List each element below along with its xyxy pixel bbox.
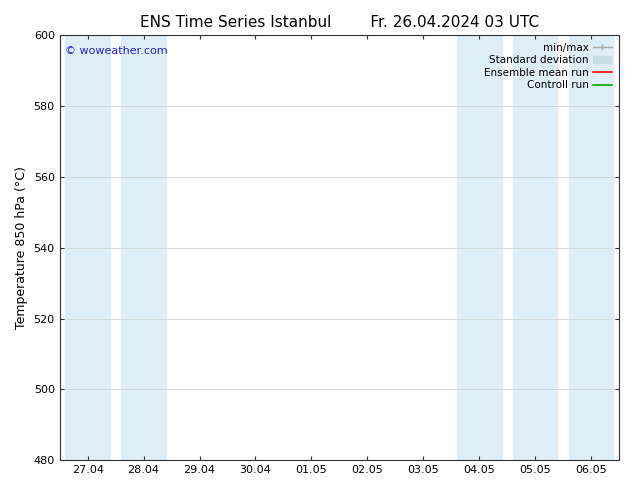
Bar [513, 35, 557, 460]
Title: ENS Time Series Istanbul        Fr. 26.04.2024 03 UTC: ENS Time Series Istanbul Fr. 26.04.2024 … [139, 15, 539, 30]
Text: © woweather.com: © woweather.com [65, 46, 168, 56]
Bar [65, 35, 110, 460]
Bar [456, 35, 501, 460]
Legend: min/max, Standard deviation, Ensemble mean run, Controll run: min/max, Standard deviation, Ensemble me… [482, 41, 614, 93]
Bar [121, 35, 166, 460]
Y-axis label: Temperature 850 hPa (°C): Temperature 850 hPa (°C) [15, 166, 28, 329]
Bar [569, 35, 614, 460]
